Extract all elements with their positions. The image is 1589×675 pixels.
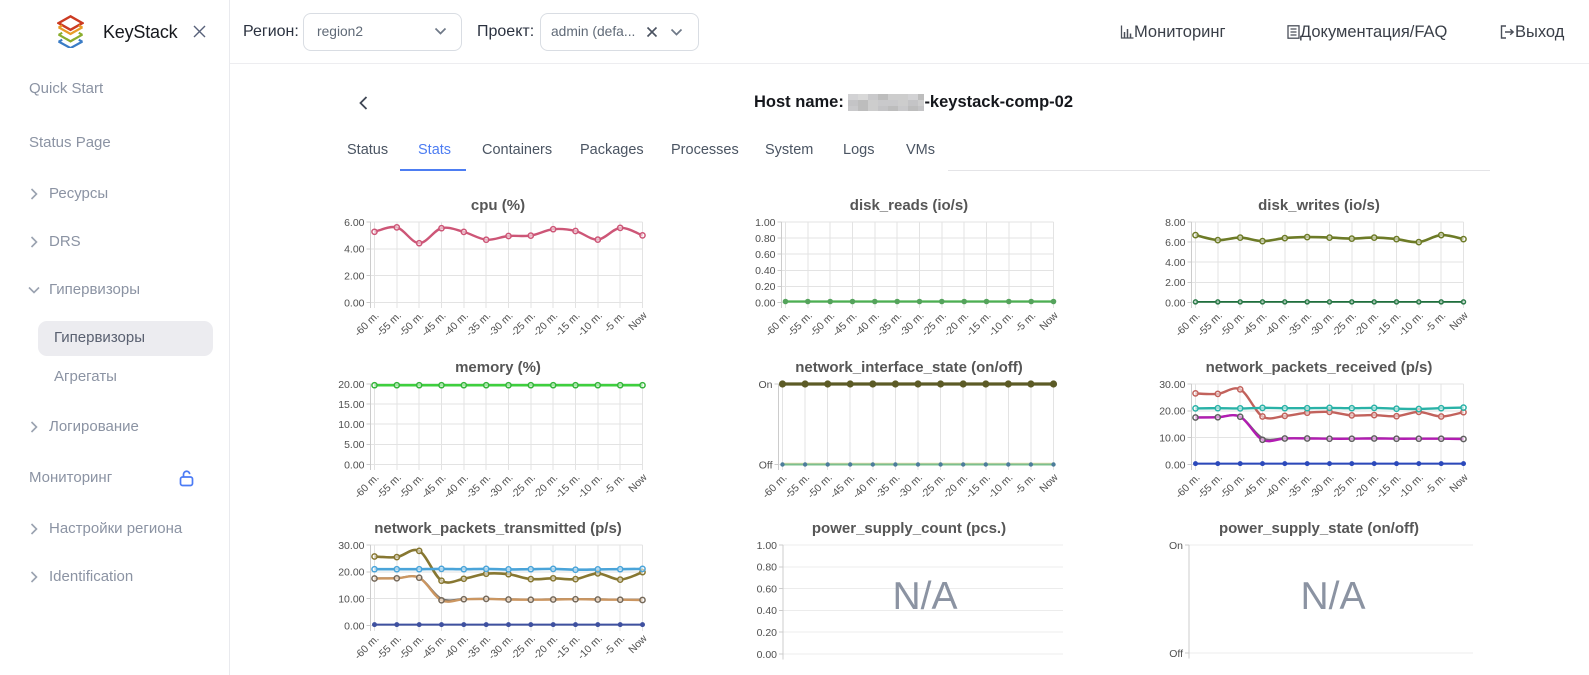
svg-text:cpu (%): cpu (%): [471, 197, 525, 214]
svg-text:0.80: 0.80: [756, 562, 777, 574]
svg-text:1.00: 1.00: [755, 217, 776, 229]
svg-text:1.00: 1.00: [756, 540, 777, 552]
svg-text:-5 m.: -5 m.: [602, 310, 627, 335]
svg-text:-10 m.: -10 m.: [985, 471, 1015, 501]
svg-text:Now: Now: [626, 471, 650, 495]
svg-text:20.00: 20.00: [338, 567, 364, 579]
svg-text:-20 m.: -20 m.: [940, 471, 970, 501]
svg-text:-60 m.: -60 m.: [760, 471, 790, 501]
svg-text:10.00: 10.00: [338, 419, 364, 431]
svg-text:0.00: 0.00: [344, 620, 365, 632]
svg-text:-45 m.: -45 m.: [827, 471, 857, 501]
svg-text:disk_reads (io/s): disk_reads (io/s): [849, 197, 967, 214]
svg-text:8.00: 8.00: [1165, 217, 1186, 229]
svg-text:0.00: 0.00: [344, 459, 365, 471]
svg-text:20.00: 20.00: [338, 378, 364, 390]
svg-text:-40 m.: -40 m.: [850, 471, 880, 501]
svg-text:0.60: 0.60: [756, 583, 777, 595]
svg-text:-50 m.: -50 m.: [805, 471, 835, 501]
svg-text:2.00: 2.00: [1165, 277, 1186, 289]
svg-text:10.00: 10.00: [338, 594, 364, 606]
svg-text:30.00: 30.00: [1159, 378, 1185, 390]
svg-text:0.20: 0.20: [755, 281, 776, 293]
svg-text:0.20: 0.20: [756, 627, 777, 639]
svg-text:2.00: 2.00: [344, 271, 365, 283]
svg-text:-10 m.: -10 m.: [1396, 310, 1426, 340]
svg-text:4.00: 4.00: [344, 244, 365, 256]
svg-text:-5 m.: -5 m.: [1423, 310, 1448, 335]
svg-text:0.00: 0.00: [756, 649, 777, 661]
svg-text:Off: Off: [1169, 648, 1183, 660]
svg-text:-10 m.: -10 m.: [575, 633, 605, 663]
svg-text:network_packets_transmitted (p: network_packets_transmitted (p/s): [374, 520, 622, 537]
svg-text:network_interface_state (on/of: network_interface_state (on/off): [795, 359, 1023, 376]
svg-text:0.40: 0.40: [755, 265, 776, 277]
svg-text:-5 m.: -5 m.: [1012, 310, 1037, 335]
svg-text:memory (%): memory (%): [455, 359, 541, 376]
svg-text:15.00: 15.00: [338, 398, 364, 410]
svg-text:0.00: 0.00: [344, 297, 365, 309]
svg-text:-55 m.: -55 m.: [782, 471, 812, 501]
svg-text:Off: Off: [758, 459, 772, 471]
svg-text:5.00: 5.00: [344, 439, 365, 451]
svg-text:Now: Now: [626, 309, 650, 333]
svg-text:-5 m.: -5 m.: [602, 471, 627, 496]
svg-text:4.00: 4.00: [1165, 257, 1186, 269]
svg-text:power_supply_count (pcs.): power_supply_count (pcs.): [811, 520, 1005, 537]
svg-text:0.00: 0.00: [1165, 297, 1186, 309]
svg-text:-10 m.: -10 m.: [986, 310, 1016, 340]
svg-text:Now: Now: [1037, 309, 1061, 333]
svg-text:20.00: 20.00: [1159, 405, 1185, 417]
svg-text:-5 m.: -5 m.: [1423, 471, 1448, 496]
svg-text:-25 m.: -25 m.: [918, 471, 948, 501]
svg-text:-10 m.: -10 m.: [575, 471, 605, 501]
svg-text:0.00: 0.00: [1165, 459, 1186, 471]
svg-text:10.00: 10.00: [1159, 432, 1185, 444]
svg-text:-35 m.: -35 m.: [872, 471, 902, 501]
svg-text:On: On: [758, 378, 772, 390]
svg-text:0.00: 0.00: [755, 297, 776, 309]
svg-text:-5 m.: -5 m.: [1012, 471, 1037, 496]
svg-text:6.00: 6.00: [1165, 237, 1186, 249]
svg-text:-10 m.: -10 m.: [575, 310, 605, 340]
svg-text:On: On: [1169, 540, 1183, 552]
svg-text:Now: Now: [1037, 471, 1061, 495]
svg-text:N/A: N/A: [892, 575, 957, 618]
svg-text:Now: Now: [1447, 471, 1471, 495]
svg-text:N/A: N/A: [1300, 575, 1365, 618]
svg-text:0.40: 0.40: [756, 605, 777, 617]
svg-text:power_supply_state (on/off): power_supply_state (on/off): [1219, 520, 1419, 537]
svg-text:0.80: 0.80: [755, 233, 776, 245]
svg-text:30.00: 30.00: [338, 540, 364, 552]
svg-text:Now: Now: [626, 632, 650, 656]
svg-text:-5 m.: -5 m.: [602, 633, 627, 658]
svg-text:disk_writes (io/s): disk_writes (io/s): [1258, 197, 1380, 214]
svg-text:network_packets_received (p/s): network_packets_received (p/s): [1206, 359, 1433, 376]
svg-text:-15 m.: -15 m.: [963, 471, 993, 501]
svg-text:-10 m.: -10 m.: [1396, 471, 1426, 501]
svg-text:Now: Now: [1447, 309, 1471, 333]
svg-text:-30 m.: -30 m.: [895, 471, 925, 501]
svg-text:6.00: 6.00: [344, 217, 365, 229]
svg-text:0.60: 0.60: [755, 249, 776, 261]
